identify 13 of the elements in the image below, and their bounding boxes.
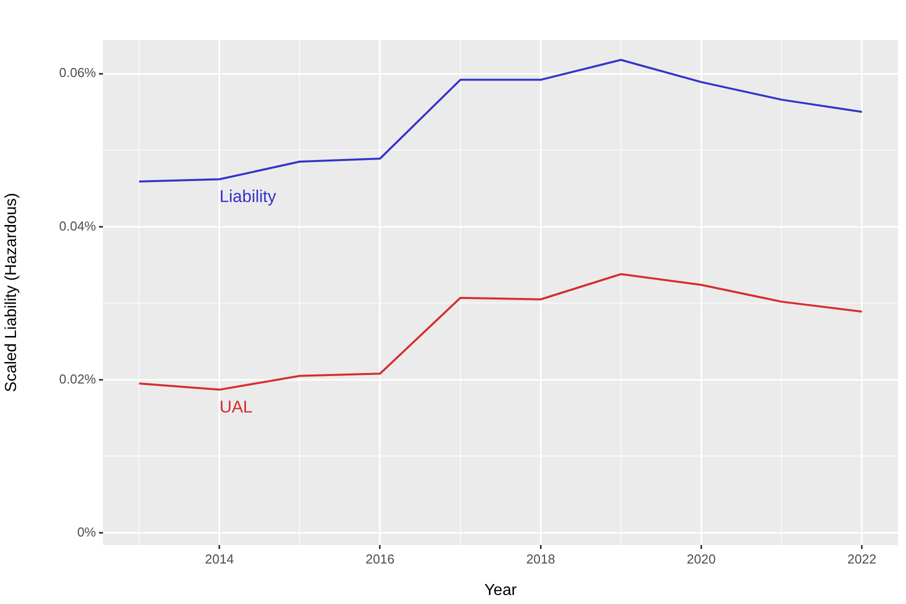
x-tick-label: 2020	[686, 551, 716, 566]
x-tick-label: 2016	[366, 551, 395, 566]
y-tick-label: 0.06%	[59, 65, 96, 80]
y-tick-label: 0.04%	[59, 218, 96, 234]
y-axis-title: Scaled Liability (Hazardous)	[3, 192, 20, 392]
y-tick-label: 0%	[77, 524, 96, 540]
series-label: Liability	[219, 186, 277, 206]
series-label: UAL	[219, 397, 253, 416]
x-tick-label: 2018	[526, 551, 556, 566]
x-tick-label: 2022	[847, 551, 876, 566]
x-tick-label: 2014	[204, 551, 234, 566]
x-axis-title: Year	[484, 582, 518, 599]
y-tick-label: 0.02%	[59, 371, 96, 386]
